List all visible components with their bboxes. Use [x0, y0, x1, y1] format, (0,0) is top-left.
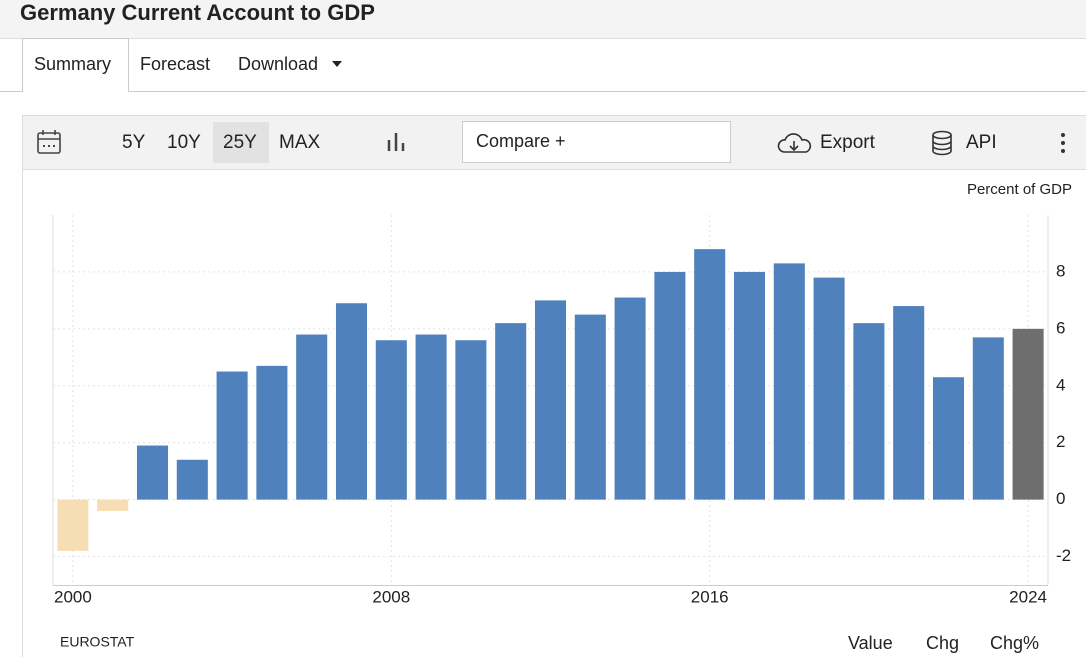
caret — [332, 61, 342, 67]
header-bar — [0, 0, 1086, 38]
range-button[interactable]: MAX — [279, 132, 321, 153]
x-tick-label: 2024 — [1009, 587, 1047, 606]
tab[interactable]: Download — [238, 54, 318, 74]
bar — [495, 323, 527, 500]
tab-gap — [23, 89, 128, 93]
tab[interactable]: Forecast — [140, 54, 210, 74]
bar — [57, 499, 89, 551]
tab[interactable]: Summary — [34, 54, 111, 74]
bar — [216, 371, 248, 500]
y-tick-label: 0 — [1056, 489, 1065, 508]
bar — [694, 249, 726, 500]
bar — [813, 277, 845, 500]
bar — [97, 499, 129, 511]
y-tick-label: 6 — [1056, 318, 1065, 337]
unit-label: Percent of GDP — [967, 181, 1072, 198]
bar — [176, 459, 208, 500]
y-tick-label: 4 — [1056, 375, 1065, 394]
bar — [893, 306, 925, 500]
compare-placeholder: Compare + — [476, 131, 566, 151]
x-tick-label: 2016 — [691, 587, 729, 606]
view-toggle[interactable]: Chg% — [990, 633, 1039, 653]
y-tick-label: -2 — [1056, 546, 1071, 565]
export-button[interactable]: Export — [820, 132, 876, 153]
range-button[interactable]: 5Y — [122, 132, 146, 153]
bar — [335, 303, 368, 500]
export-icon[interactable] — [777, 133, 812, 153]
bar — [415, 334, 447, 500]
chart-type-icon[interactable] — [387, 133, 405, 151]
plot: -2 0 2 4 6 8 2000 2008 2016 2024 — [53, 215, 1071, 606]
bar — [574, 314, 606, 500]
bar — [296, 334, 328, 500]
y-tick-label: 2 — [1056, 432, 1065, 451]
bar — [534, 300, 567, 500]
view-toggle[interactable]: Value — [848, 633, 893, 653]
x-tick-label: 2008 — [372, 587, 410, 606]
source: EUROSTAT — [60, 634, 135, 650]
bar — [455, 340, 487, 500]
bar — [853, 323, 885, 500]
bar — [932, 377, 965, 500]
bar — [972, 337, 1004, 500]
more-menu[interactable] — [1061, 133, 1065, 153]
bar — [256, 365, 288, 500]
page-title: Germany Current Account to GDP — [20, 0, 375, 25]
calendar-icon[interactable] — [37, 130, 61, 154]
range-button[interactable]: 10Y — [167, 132, 201, 153]
view-toggle[interactable]: Chg — [926, 633, 959, 653]
api-button[interactable]: API — [966, 132, 997, 153]
api-icon[interactable] — [932, 130, 952, 156]
y-tick-label: 8 — [1056, 261, 1065, 280]
bar — [1012, 328, 1044, 500]
bar — [733, 271, 766, 500]
bar — [654, 271, 686, 500]
bar — [136, 445, 169, 500]
compare-input[interactable] — [462, 121, 731, 163]
bar — [773, 263, 805, 500]
active-tab — [22, 38, 129, 92]
range-selected — [213, 122, 269, 163]
range-button[interactable]: 25Y — [223, 132, 257, 153]
x-tick-label: 2000 — [54, 587, 92, 606]
bar — [614, 297, 646, 500]
bar — [375, 340, 407, 500]
